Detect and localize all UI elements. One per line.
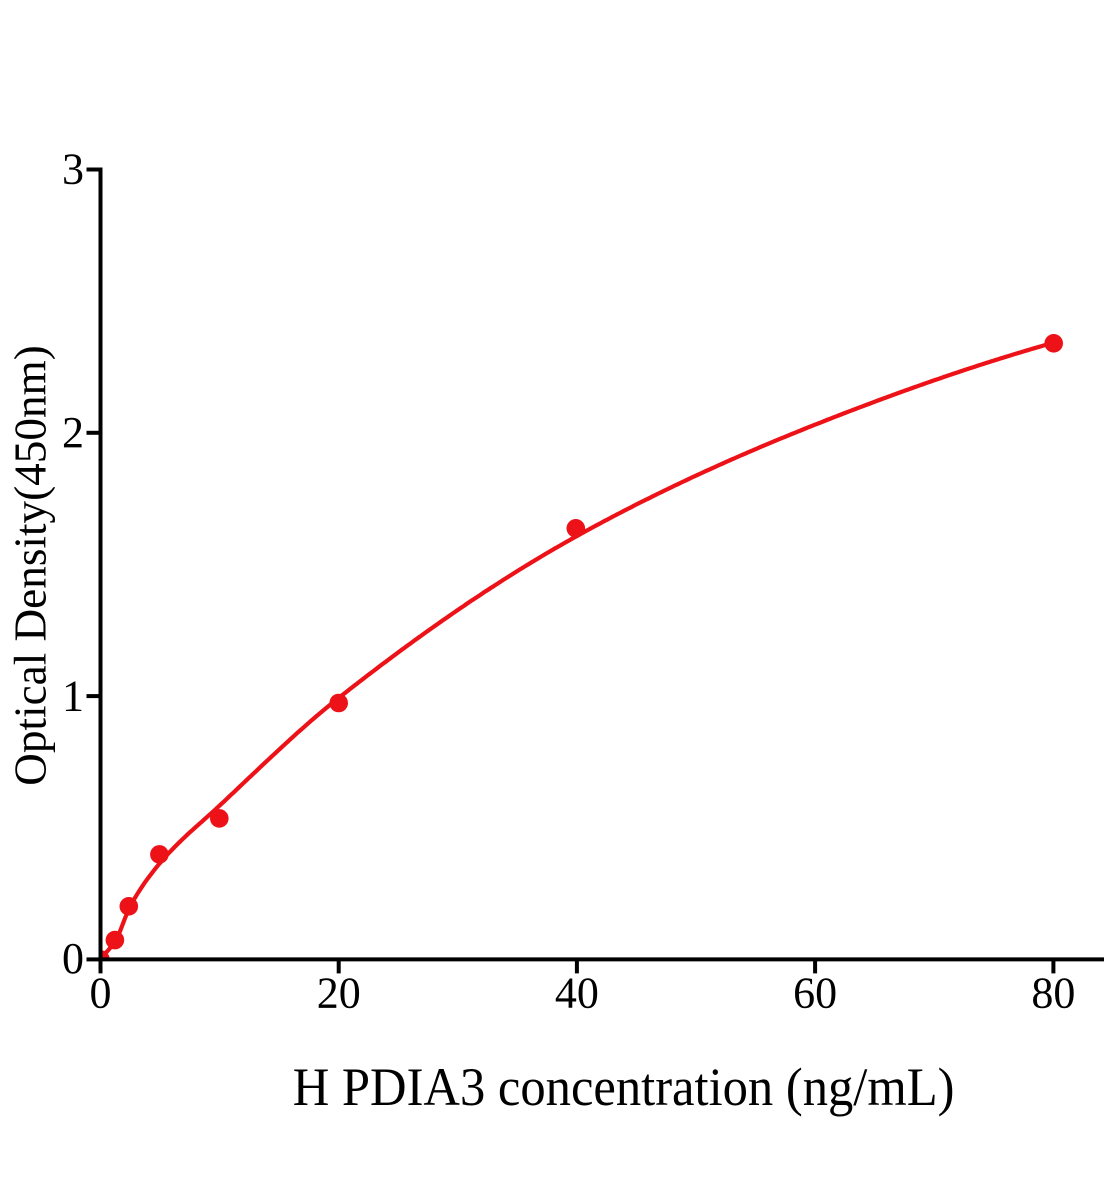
svg-text:80: 80 [1031, 969, 1075, 1018]
svg-text:60: 60 [793, 969, 837, 1018]
svg-text:3: 3 [62, 144, 84, 193]
svg-text:2: 2 [62, 408, 84, 457]
svg-text:H PDIA3 concentration (ng/mL): H PDIA3 concentration (ng/mL) [293, 1057, 955, 1117]
svg-text:0: 0 [62, 934, 84, 983]
svg-text:1: 1 [62, 672, 84, 721]
svg-text:20: 20 [317, 969, 361, 1018]
svg-text:Optical Density(450nm): Optical Density(450nm) [6, 345, 56, 786]
svg-text:40: 40 [555, 969, 599, 1018]
svg-text:0: 0 [90, 969, 112, 1018]
